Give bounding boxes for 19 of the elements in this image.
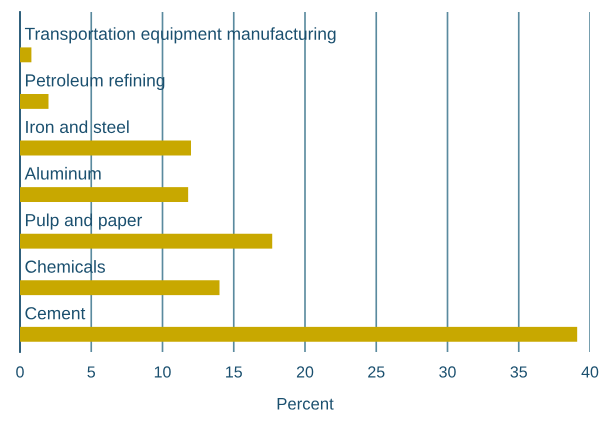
bar <box>20 94 48 109</box>
bar <box>20 140 191 156</box>
bar <box>20 234 272 249</box>
bar <box>20 187 188 202</box>
y-tick-label: Cement <box>25 307 86 320</box>
bar <box>20 47 32 62</box>
bar <box>20 280 220 296</box>
x-axis-title: Percent <box>278 398 334 410</box>
bar <box>20 326 578 342</box>
x-tick-label: 30 <box>439 366 456 378</box>
x-tick-label: 15 <box>226 366 242 378</box>
x-tick-label: 40 <box>581 366 598 378</box>
x-tick-label: 25 <box>368 366 384 378</box>
x-tick-label: 0 <box>16 366 24 378</box>
x-tick-label: 20 <box>296 366 314 378</box>
x-tick-label: 35 <box>510 366 527 378</box>
x-tick-label: 5 <box>87 366 96 378</box>
y-tick-label: Iron and steel <box>26 120 129 134</box>
x-tick-label: 10 <box>154 366 171 378</box>
